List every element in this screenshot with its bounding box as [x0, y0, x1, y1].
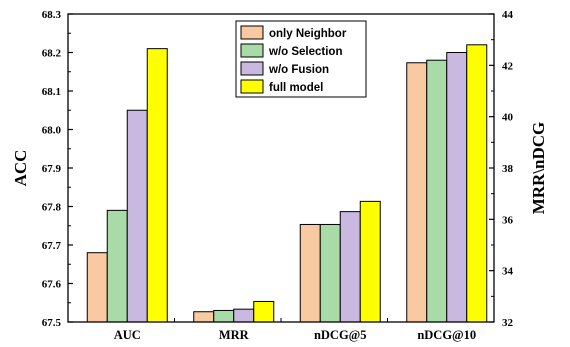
x-tick-label: nDCG@5: [314, 328, 367, 342]
bar-auc-w-o-fusion: [126, 109, 148, 323]
bar-ndcg5-w-o-selection: [319, 223, 341, 323]
y2-tick-label: 44: [502, 9, 514, 21]
y2-tick-label: 32: [502, 317, 514, 329]
y-tick-label: 68.1: [42, 86, 61, 98]
legend-swatch: [240, 79, 264, 94]
legend-label: full model: [269, 82, 323, 94]
x-tick-label: AUC: [114, 328, 141, 342]
y2-tick-label: 34: [502, 266, 514, 278]
bar-auc-full-model: [146, 48, 168, 323]
bar-ndcg5-w-o-fusion: [339, 211, 361, 323]
x-tick-label: MRR: [219, 328, 250, 342]
bar-ndcg10-full-model: [466, 44, 488, 323]
y-axis-title: ACC: [11, 150, 30, 187]
y-tick-label: 67.5: [42, 317, 62, 329]
y-tick-label: 68.0: [42, 125, 62, 137]
y-tick-label: 67.6: [42, 279, 62, 291]
bar-auc-only-neighbor: [86, 252, 108, 323]
axes-group: 67.5 67.6 67.7 67.8 67.9 68.0 68.1 68.2 68.3 32 34…: [42, 9, 514, 329]
y-tick-label: 67.9: [42, 163, 62, 175]
y-tick-label: 67.8: [42, 202, 62, 214]
bar-ndcg10-w-o-selection: [426, 59, 448, 323]
y2-tick-label: 36: [502, 214, 514, 226]
y-tick-label: 67.7: [42, 240, 62, 252]
y2-tick-label: 40: [502, 112, 514, 124]
y-tick-label: 68.3: [42, 9, 62, 21]
bar-ndcg5-full-model: [359, 200, 381, 323]
legend-swatch: [240, 43, 264, 58]
legend-swatch: [240, 61, 264, 76]
x-tick-label: nDCG@10: [417, 328, 476, 342]
y2-axis-title: MRR\nDCG: [529, 122, 548, 215]
bars-group: AUC MRR nDCG@5 nDCG@10: [86, 44, 488, 342]
bar-ndcg10-only-neighbor: [406, 62, 428, 323]
bar-mrr-only-neighbor: [193, 311, 215, 323]
legend: only Neighbor w/o Selection w/o Fusion full…: [235, 20, 367, 98]
bar-mrr-full-model: [253, 300, 275, 323]
bar-mrr-w-o-selection: [213, 309, 235, 323]
legend-label: w/o Fusion: [268, 64, 329, 76]
y2-tick-label: 42: [502, 60, 514, 72]
bar-ndcg10-w-o-fusion: [446, 52, 468, 323]
bar-auc-w-o-selection: [106, 209, 128, 323]
legend-swatch: [240, 25, 264, 40]
legend-label: only Neighbor: [269, 28, 347, 40]
y2-tick-label: 38: [502, 163, 514, 175]
bar-mrr-w-o-fusion: [233, 308, 255, 323]
y-tick-label: 68.2: [42, 48, 62, 60]
bar-ndcg5-only-neighbor: [299, 223, 321, 323]
legend-label: w/o Selection: [268, 46, 343, 58]
